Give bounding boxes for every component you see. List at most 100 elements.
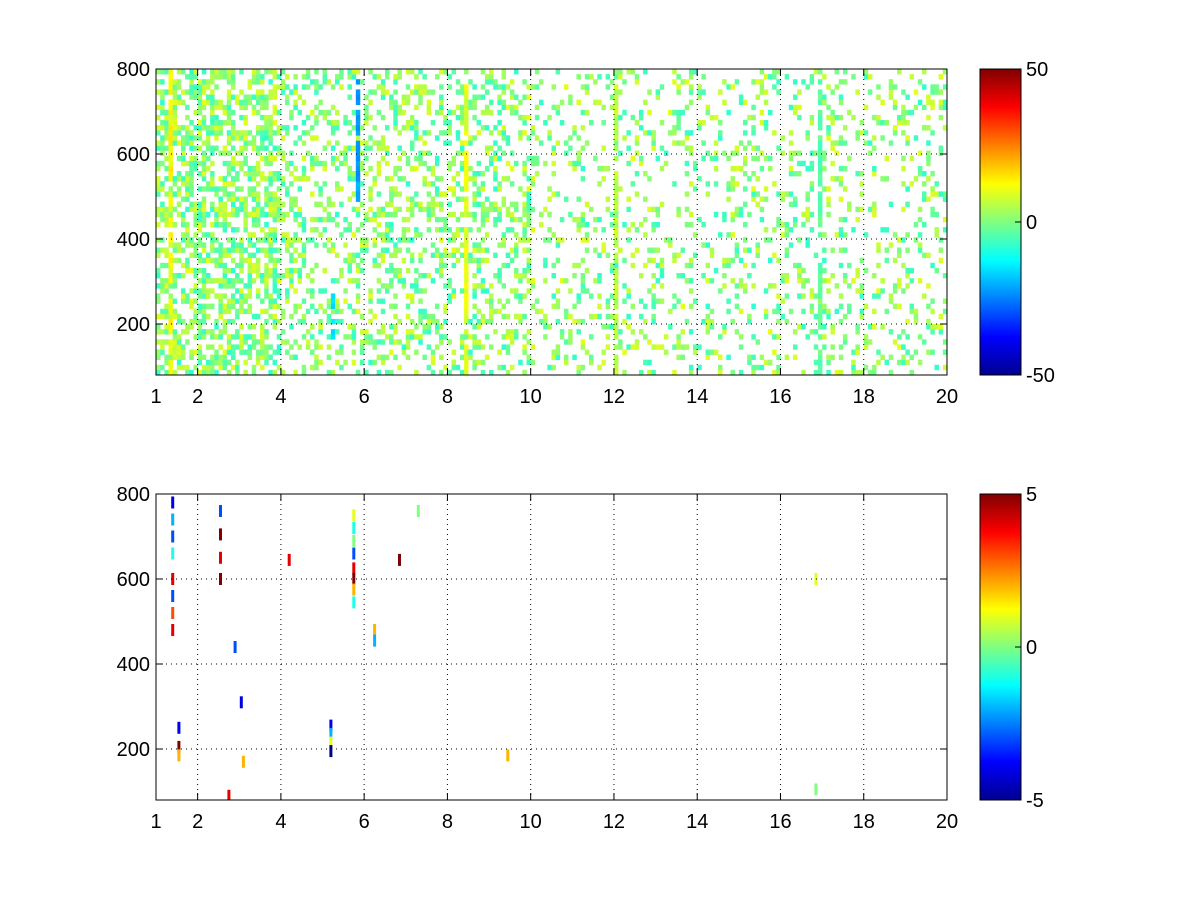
heatmap-cell: [672, 125, 677, 131]
heatmap-cell: [172, 298, 178, 304]
heatmap-cell: [676, 114, 681, 121]
heatmap-cell: [414, 130, 419, 136]
heatmap-cell: [318, 201, 323, 207]
heatmap-cell: [326, 298, 332, 304]
heatmap-cell: [801, 79, 806, 85]
heatmap-cell: [218, 222, 223, 228]
heatmap-cell: [776, 303, 781, 309]
heatmap-cell: [168, 216, 173, 223]
heatmap-cell: [172, 313, 178, 320]
heatmap-cell: [539, 140, 544, 146]
heatmap-cell: [347, 257, 352, 264]
heatmap-cell: [156, 339, 161, 345]
heatmap-cell: [322, 109, 327, 116]
heatmap-cell: [734, 303, 740, 309]
heatmap-cell: [330, 329, 336, 335]
heatmap-cell: [772, 130, 777, 136]
heatmap-cell: [522, 267, 527, 274]
heatmap-cell: [638, 329, 644, 335]
heatmap-cell: [518, 99, 523, 105]
heatmap-cell: [351, 359, 357, 366]
heatmap-cell: [197, 120, 203, 126]
heatmap-cell: [842, 125, 848, 131]
heatmap-cell: [285, 242, 290, 248]
heatmap-cell: [276, 273, 282, 279]
heatmap-cell: [776, 318, 781, 325]
heatmap-cell: [817, 349, 823, 355]
heatmap-cell: [451, 191, 457, 197]
heatmap-cell: [418, 135, 423, 141]
heatmap-cell: [197, 109, 203, 116]
heatmap-cell: [243, 94, 248, 100]
heatmap-cell: [480, 359, 486, 366]
heatmap-cell: [934, 267, 939, 274]
heatmap-cell: [351, 252, 357, 258]
heatmap-cell: [905, 135, 910, 141]
heatmap-cell: [938, 114, 944, 121]
heatmap-cell: [897, 252, 902, 258]
heatmap-cell: [647, 339, 652, 345]
heatmap-cell: [380, 79, 386, 85]
heatmap-cell: [247, 278, 253, 284]
heatmap-cell: [751, 114, 756, 121]
heatmap-cell: [738, 308, 744, 315]
heatmap-cell: [205, 278, 211, 284]
heatmap-cell: [422, 329, 427, 335]
heatmap-cell: [543, 318, 548, 325]
heatmap-cell: [634, 191, 640, 197]
heatmap-cell: [634, 344, 640, 350]
heatmap-cell: [418, 150, 423, 156]
heatmap-cell: [301, 369, 307, 375]
heatmap-cell: [859, 181, 865, 187]
heatmap-cell: [160, 262, 165, 269]
heatmap-cell: [697, 344, 702, 350]
heatmap-cell: [293, 216, 298, 223]
heatmap-cell: [355, 283, 361, 289]
heatmap-cell: [230, 293, 236, 299]
heatmap-cell: [222, 160, 228, 167]
heatmap-cell: [484, 298, 490, 304]
heatmap-cell: [185, 298, 190, 304]
heatmap-cell: [480, 206, 486, 213]
heatmap-cell: [651, 206, 656, 213]
heatmap-cell: [176, 257, 182, 264]
heatmap-cell: [351, 69, 357, 75]
heatmap-cell: [205, 130, 211, 136]
heatmap-cell: [780, 298, 785, 304]
heatmap-cell: [260, 344, 265, 350]
heatmap-cell: [422, 181, 427, 187]
heatmap-cell: [526, 288, 531, 294]
heatmap-cell: [705, 329, 710, 335]
heatmap-cell: [243, 201, 248, 207]
heatmap-cell: [422, 308, 427, 315]
heatmap-cell: [788, 227, 794, 233]
heatmap-cell: [218, 74, 223, 80]
heatmap-cell: [484, 196, 490, 202]
heatmap-cell: [497, 364, 502, 371]
heatmap-cell: [880, 176, 885, 182]
heatmap-cell: [260, 135, 265, 141]
heatmap-cell: [909, 109, 914, 116]
heatmap-cell: [160, 308, 165, 315]
heatmap-cell: [160, 160, 165, 167]
heatmap-cell: [268, 252, 273, 258]
heatmap-cell: [801, 160, 806, 167]
heatmap-cell: [305, 273, 311, 279]
heatmap-cell: [797, 150, 802, 156]
heatmap-cell: [613, 196, 619, 202]
heatmap-cell: [851, 278, 856, 284]
heatmap-cell: [405, 313, 411, 320]
heatmap-cell: [426, 344, 432, 350]
heatmap-cell: [817, 273, 823, 279]
heatmap-cell: [268, 354, 273, 360]
heatmap-cell: [264, 247, 269, 253]
heatmap-cell: [767, 237, 773, 243]
heatmap-cell: [272, 262, 278, 269]
heatmap-cell: [809, 293, 815, 299]
heatmap-cell: [514, 288, 519, 294]
heatmap-cell: [938, 145, 944, 151]
heatmap-cell: [834, 84, 840, 90]
heatmap-cell: [497, 278, 502, 284]
heatmap-cell: [185, 293, 190, 299]
heatmap-cell: [280, 339, 286, 345]
